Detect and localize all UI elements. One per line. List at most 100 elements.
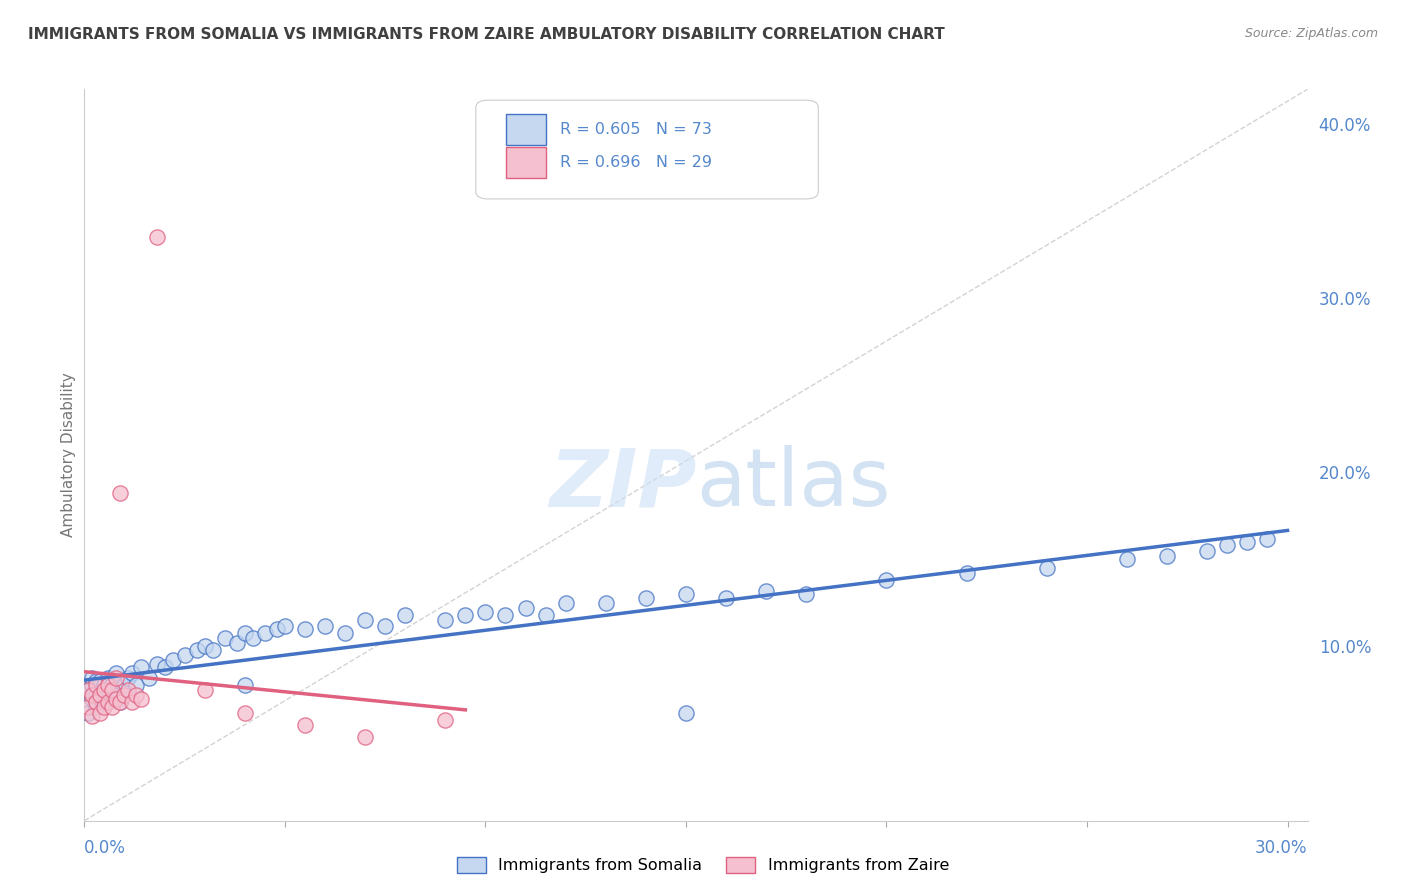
Point	[595, 596, 617, 610]
Point	[89, 683, 111, 698]
Point	[114, 678, 136, 692]
Point	[105, 671, 128, 685]
Point	[86, 688, 108, 702]
Point	[755, 583, 778, 598]
Point	[89, 706, 111, 720]
Point	[117, 671, 139, 685]
Text: atlas: atlas	[696, 445, 890, 524]
Point	[266, 622, 288, 636]
Point	[86, 695, 108, 709]
Point	[394, 608, 416, 623]
Point	[294, 622, 316, 636]
Point	[114, 688, 136, 702]
Text: R = 0.696   N = 29: R = 0.696 N = 29	[560, 155, 713, 169]
Point	[117, 683, 139, 698]
Point	[634, 591, 657, 605]
Point	[875, 574, 897, 588]
Point	[1256, 532, 1278, 546]
FancyBboxPatch shape	[506, 147, 546, 178]
Point	[495, 608, 517, 623]
Point	[105, 665, 128, 680]
Point	[97, 678, 120, 692]
Point	[675, 587, 697, 601]
Point	[121, 665, 143, 680]
Point	[162, 653, 184, 667]
Point	[93, 683, 115, 698]
Point	[105, 691, 128, 706]
Point	[233, 625, 256, 640]
Point	[253, 625, 276, 640]
Point	[93, 688, 115, 702]
Y-axis label: Ambulatory Disability: Ambulatory Disability	[60, 373, 76, 537]
Point	[129, 691, 152, 706]
Point	[194, 640, 217, 654]
Point	[354, 613, 377, 627]
Point	[374, 618, 396, 632]
Text: R = 0.605   N = 73: R = 0.605 N = 73	[560, 122, 711, 137]
Point	[454, 608, 477, 623]
Point	[1197, 543, 1219, 558]
Point	[233, 678, 256, 692]
Point	[294, 718, 316, 732]
Point	[129, 660, 152, 674]
Point	[956, 566, 979, 581]
Point	[82, 671, 104, 685]
Point	[138, 671, 160, 685]
Point	[97, 695, 120, 709]
Point	[93, 700, 115, 714]
Point	[125, 678, 148, 692]
Point	[86, 700, 108, 714]
Point	[145, 657, 167, 671]
FancyBboxPatch shape	[475, 100, 818, 199]
Point	[675, 706, 697, 720]
Point	[101, 691, 124, 706]
Point	[201, 643, 224, 657]
Point	[233, 706, 256, 720]
Point	[93, 695, 115, 709]
Point	[86, 678, 108, 692]
Point	[101, 700, 124, 714]
Text: Source: ZipAtlas.com: Source: ZipAtlas.com	[1244, 27, 1378, 40]
Point	[82, 688, 104, 702]
Text: 0.0%: 0.0%	[84, 838, 127, 857]
Point	[214, 631, 236, 645]
Point	[86, 695, 108, 709]
Point	[434, 613, 457, 627]
Point	[89, 688, 111, 702]
Point	[77, 700, 100, 714]
Point	[110, 695, 132, 709]
Point	[186, 643, 208, 657]
Point	[225, 636, 247, 650]
Point	[82, 709, 104, 723]
Point	[97, 671, 120, 685]
Point	[110, 674, 132, 689]
Point	[274, 618, 297, 632]
Point	[474, 605, 496, 619]
Text: ZIP: ZIP	[548, 445, 696, 524]
Point	[194, 683, 217, 698]
Point	[125, 688, 148, 702]
Point	[153, 660, 176, 674]
Point	[1116, 552, 1139, 566]
Point	[714, 591, 737, 605]
Point	[1036, 561, 1059, 575]
Point	[434, 713, 457, 727]
Point	[242, 631, 264, 645]
Point	[515, 601, 537, 615]
Point	[89, 674, 111, 689]
Point	[110, 695, 132, 709]
Point	[77, 683, 100, 698]
Point	[89, 691, 111, 706]
Point	[794, 587, 817, 601]
Point	[173, 648, 195, 663]
Text: IMMIGRANTS FROM SOMALIA VS IMMIGRANTS FROM ZAIRE AMBULATORY DISABILITY CORRELATI: IMMIGRANTS FROM SOMALIA VS IMMIGRANTS FR…	[28, 27, 945, 42]
Point	[1156, 549, 1178, 563]
Legend: Immigrants from Somalia, Immigrants from Zaire: Immigrants from Somalia, Immigrants from…	[450, 850, 956, 880]
Point	[354, 730, 377, 744]
Point	[534, 608, 557, 623]
Point	[1236, 535, 1258, 549]
Point	[101, 683, 124, 698]
Point	[314, 618, 336, 632]
Point	[82, 691, 104, 706]
Point	[77, 706, 100, 720]
